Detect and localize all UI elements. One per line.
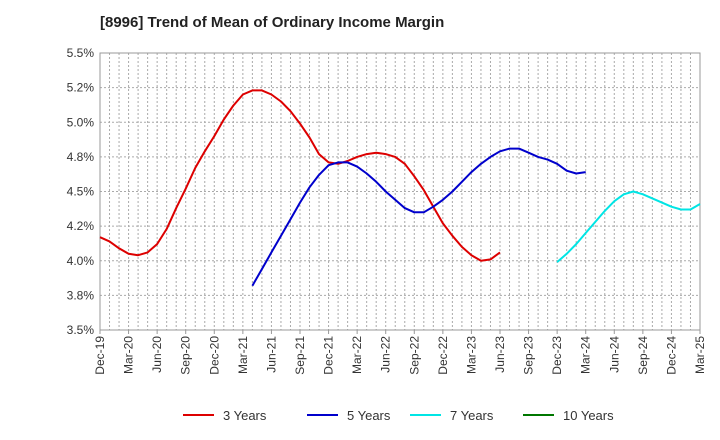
y-tick-label: 5.2%: [67, 81, 95, 95]
x-tick-label: Mar-22: [350, 336, 364, 374]
series-line: [556, 190, 701, 263]
y-axis: 3.5% 3.8% 4.0% 4.2% 4.5% 4.8% 5.0% 5.2% 5.5%: [67, 46, 95, 337]
x-tick-label: Dec-20: [207, 336, 221, 375]
x-tick-label: Sep-22: [407, 336, 421, 375]
x-tick-label: Mar-21: [236, 336, 250, 374]
x-tick-label: Mar-20: [122, 336, 136, 374]
x-tick-label: Sep-23: [522, 336, 536, 375]
legend: 3 Years 5 Years 7 Years 10 Years: [183, 408, 614, 423]
legend-label: 5 Years: [347, 408, 391, 423]
legend-label: 10 Years: [563, 408, 614, 423]
x-tick-label: Jun-21: [264, 336, 278, 373]
x-tick-label: Dec-23: [550, 336, 564, 375]
y-tick-label: 5.0%: [67, 115, 95, 129]
chart-title: [8996] Trend of Mean of Ordinary Income …: [100, 14, 445, 31]
y-tick-label: 4.5%: [67, 185, 95, 199]
legend-label: 3 Years: [223, 408, 267, 423]
y-tick-label: 3.5%: [67, 323, 95, 337]
x-tick-label: Sep-21: [293, 336, 307, 375]
y-tick-label: 4.0%: [67, 254, 95, 268]
x-tick-label: Mar-25: [693, 336, 707, 374]
x-tick-label: Jun-23: [493, 336, 507, 373]
y-tick-label: 3.8%: [67, 288, 95, 302]
legend-label: 7 Years: [450, 408, 494, 423]
x-tick-label: Dec-24: [664, 336, 678, 375]
x-tick-label: Dec-19: [93, 336, 107, 375]
x-tick-label: Jun-22: [379, 336, 393, 373]
x-axis: Dec-19 Mar-20 Jun-20 Sep-20 Dec-20 Mar-21 Jun-…: [93, 330, 707, 375]
x-tick-label: Mar-23: [464, 336, 478, 374]
series-lines: [99, 89, 701, 287]
x-tick-label: Dec-21: [322, 336, 336, 375]
series-line: [99, 89, 501, 262]
x-tick-label: Dec-22: [436, 336, 450, 375]
y-tick-label: 4.8%: [67, 150, 95, 164]
x-tick-label: Jun-20: [150, 336, 164, 373]
series-line: [251, 147, 586, 287]
x-tick-label: Mar-24: [579, 336, 593, 374]
plot-area: [99, 52, 701, 331]
y-tick-label: 4.2%: [67, 219, 95, 233]
x-tick-label: Sep-20: [179, 336, 193, 375]
x-tick-label: Sep-24: [636, 336, 650, 375]
gridlines: [100, 53, 700, 330]
y-tick-label: 5.5%: [67, 46, 95, 60]
x-tick-label: Jun-24: [607, 336, 621, 373]
